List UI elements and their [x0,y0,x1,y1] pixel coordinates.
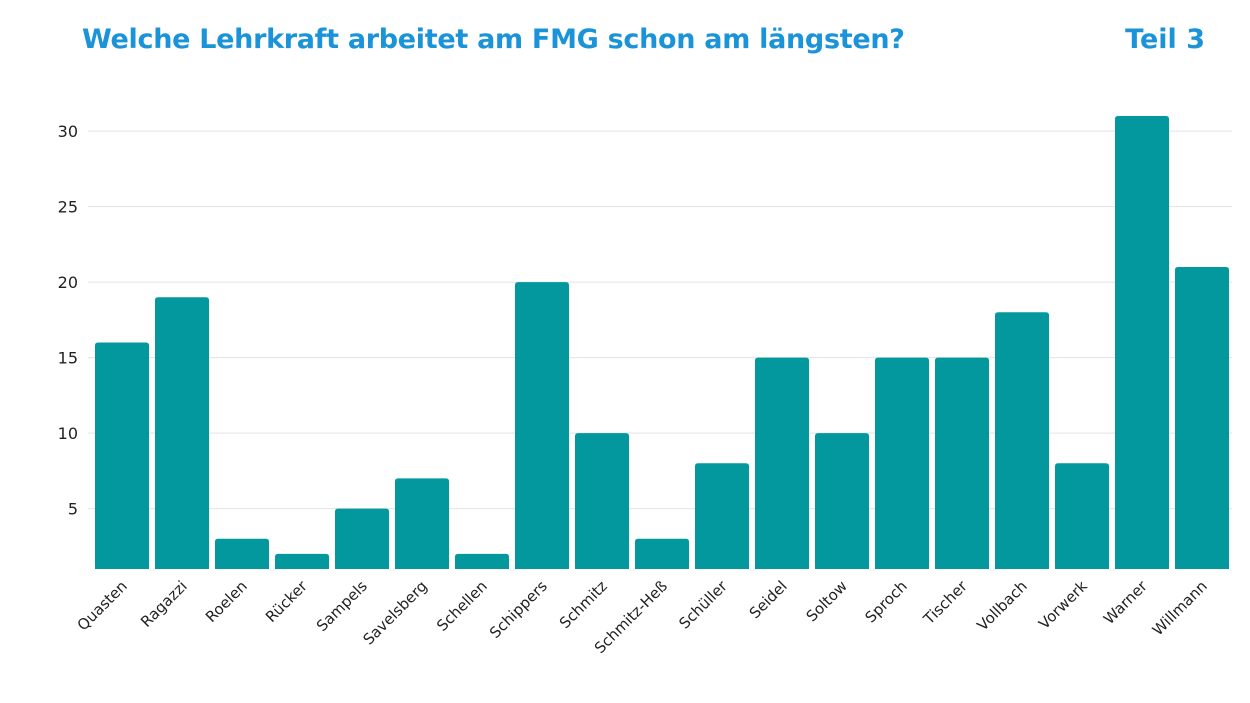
bar-schmitz [575,433,629,569]
bar-willmann [1175,267,1229,569]
x-category-label: Vollbach [973,577,1030,634]
y-tick-label: 25 [58,198,78,217]
bar-seidel [755,357,809,569]
bar-roelen [215,538,269,569]
bar-soltow [815,433,869,569]
x-category-label: Savelsberg [359,577,430,648]
x-category-label: Quasten [74,577,131,634]
x-category-label: Schellen [433,577,491,635]
y-tick-label: 5 [68,500,78,519]
bar-savelsberg [395,478,449,569]
x-category-label: Schüller [675,577,731,633]
bar-sproch [875,357,929,569]
grid-lines [88,130,1232,510]
y-tick-label: 30 [58,122,78,141]
x-category-label: Ragazzi [137,577,191,631]
bar-schmitz-heß [635,538,689,569]
chart-title: Welche Lehrkraft arbeitet am FMG schon a… [82,24,905,55]
bar-rücker [275,553,329,569]
bar-vollbach [995,312,1049,569]
bar-schippers [515,282,569,569]
bar-schellen [455,553,509,569]
x-category-label: Schippers [486,577,551,642]
x-category-label: Sproch [861,577,910,626]
bar-vorwerk [1055,463,1109,569]
x-category-label: Roelen [202,577,251,626]
bars [95,116,1229,569]
y-axis-ticks: 5 10 15 20 25 30 [58,122,78,518]
x-category-label: Willmann [1149,577,1211,639]
x-category-label: Schmitz [556,577,611,632]
y-tick-label: 15 [58,349,78,368]
bar-ragazzi [155,297,209,569]
part-label: Teil 3 [1125,24,1205,55]
x-category-label: Seidel [746,577,791,622]
bar-schüller [695,463,749,569]
x-axis-labels: Quasten Ragazzi Roelen Rücker SampelsSavelsb… [74,577,1211,658]
x-category-label: Vorwerk [1035,577,1091,633]
bar-warner [1115,116,1169,569]
y-tick-label: 10 [58,424,78,443]
x-category-label: Sampels [313,577,371,635]
x-category-label: Rücker [262,577,311,626]
y-tick-label: 20 [58,273,78,292]
bar-tischer [935,357,989,569]
bar-quasten [95,342,149,569]
x-category-label: Soltow [803,577,851,625]
x-category-label: Warner [1100,577,1151,628]
x-category-label: Tischer [919,577,971,629]
bar-sampels [335,508,389,569]
